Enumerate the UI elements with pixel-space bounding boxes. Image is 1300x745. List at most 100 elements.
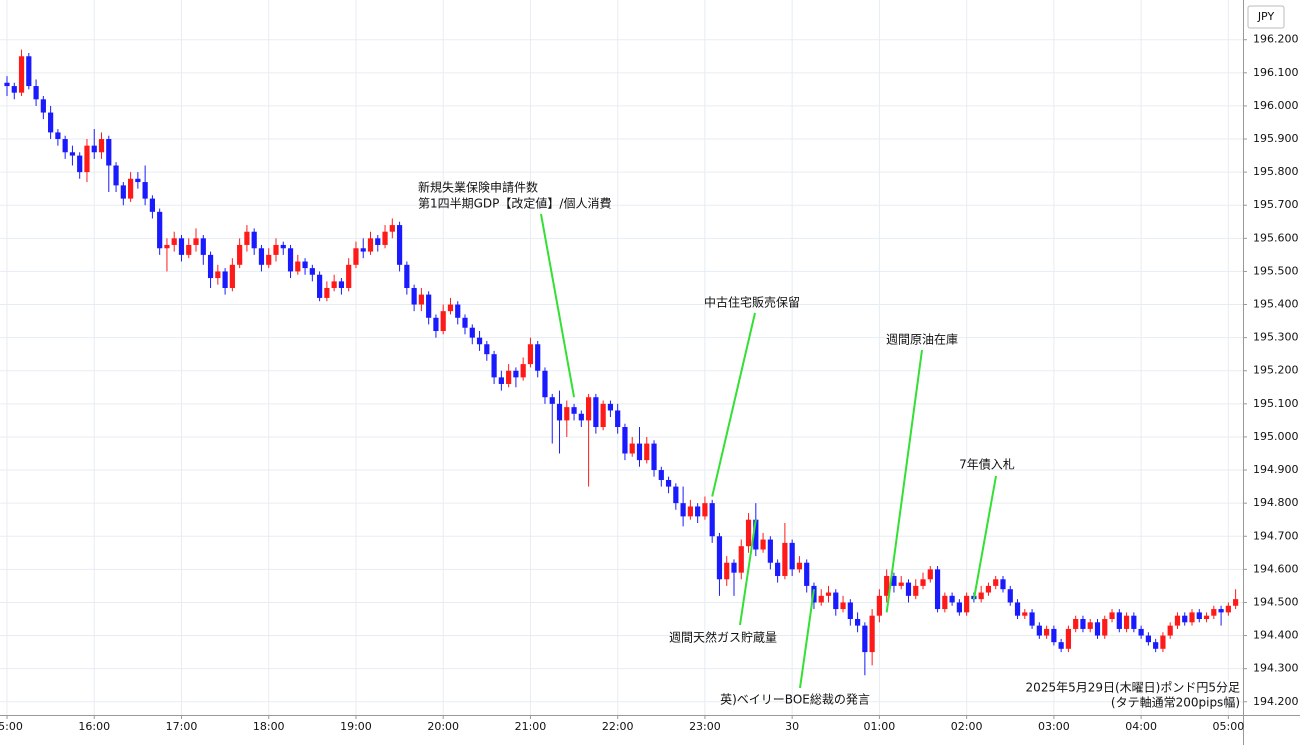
candle-body	[26, 56, 32, 87]
candle-body	[898, 582, 904, 586]
candle-body	[1138, 628, 1144, 636]
candle-body	[1153, 642, 1159, 649]
candle-body	[716, 536, 723, 580]
candle-body	[993, 579, 999, 586]
candle-body	[789, 542, 795, 570]
candle-body	[1218, 609, 1224, 613]
candle-body	[186, 244, 192, 255]
candle-body	[331, 281, 337, 288]
candle-body	[1189, 612, 1195, 623]
candle-body	[4, 82, 10, 87]
candle-body	[1182, 615, 1188, 623]
candle-body	[884, 575, 890, 596]
candle-body	[724, 562, 730, 580]
candle-body	[338, 281, 345, 288]
candle-body	[346, 264, 352, 288]
y-tick-label: 195.500	[1253, 264, 1299, 277]
candle-body	[244, 231, 250, 245]
chart-note: (タテ軸通常200pips幅)	[1111, 695, 1240, 710]
candle-body	[360, 248, 366, 252]
candle-body	[847, 602, 853, 620]
candle-body	[302, 261, 308, 269]
x-tick-label: 16:00	[78, 720, 110, 733]
annotation-pointer	[885, 349, 923, 613]
candle-body	[767, 539, 773, 563]
x-tick-label: 22:00	[602, 720, 634, 733]
candle-body	[142, 182, 148, 199]
candle-body	[942, 595, 948, 610]
candle-body	[520, 364, 526, 378]
candle-body	[1058, 642, 1064, 649]
candle-body	[658, 470, 664, 480]
y-tick-label: 195.000	[1253, 430, 1299, 443]
x-tick-label: 05:00	[1213, 720, 1245, 733]
candle-body	[1131, 615, 1137, 629]
y-tick-label: 194.400	[1253, 629, 1299, 642]
candle-body	[251, 231, 257, 249]
candle-body	[651, 443, 657, 471]
y-tick-label: 194.600	[1253, 562, 1299, 575]
candle-body	[476, 337, 483, 345]
candle-body	[702, 503, 708, 517]
candle-body	[433, 317, 439, 332]
candle-body	[818, 595, 824, 603]
currency-box	[1247, 5, 1285, 29]
candle-body	[680, 503, 686, 517]
candle-body	[40, 99, 46, 113]
candle-body	[615, 410, 621, 428]
candle-body	[447, 304, 454, 312]
x-tick-label: 20:00	[427, 720, 459, 733]
x-tick-label: 30	[785, 720, 799, 733]
candle-body	[207, 254, 214, 279]
y-tick-label: 195.600	[1253, 231, 1299, 244]
y-tick-label: 194.300	[1253, 662, 1299, 675]
candle-body	[673, 486, 679, 504]
x-tick-label: 03:00	[1038, 720, 1070, 733]
x-tick-label: 02:00	[951, 720, 983, 733]
candle-body	[913, 585, 919, 596]
candle-body	[949, 595, 955, 603]
candle-body	[77, 155, 83, 173]
candle-body	[18, 56, 25, 93]
candle-body	[157, 211, 163, 249]
candle-body	[709, 503, 715, 537]
candle-body	[33, 86, 39, 100]
candle-body	[462, 317, 468, 328]
candle-body	[273, 244, 279, 255]
candle-body	[309, 268, 315, 275]
annotation-label: 新規失業保険申請件数	[418, 180, 538, 195]
candle-body	[258, 248, 265, 265]
y-tick-label: 194.800	[1253, 496, 1299, 509]
x-tick-label: 15:00	[0, 720, 23, 733]
candle-body	[1051, 628, 1057, 643]
candle-body	[55, 132, 61, 140]
y-tick-label: 196.000	[1253, 99, 1299, 112]
annotation-pointer	[799, 589, 815, 689]
candle-body	[549, 397, 555, 404]
y-tick-label: 195.200	[1253, 364, 1299, 377]
candle-body	[171, 238, 177, 245]
candle-body	[760, 539, 766, 550]
candle-body	[636, 443, 643, 461]
candle-body	[135, 178, 141, 183]
candle-body	[862, 625, 868, 653]
candle-body	[498, 377, 504, 384]
annotation-pointer	[739, 519, 757, 626]
currency-label: JPY	[1257, 10, 1275, 23]
y-tick-label: 195.900	[1253, 132, 1299, 145]
candle-body	[745, 519, 752, 547]
candle-body	[1196, 612, 1202, 620]
annotation-label: 週間原油在庫	[886, 333, 958, 347]
candle-body	[1094, 622, 1101, 636]
candle-body	[905, 582, 912, 596]
candle-body	[149, 198, 155, 212]
candle-body	[833, 592, 839, 610]
candle-body	[411, 287, 417, 305]
candle-body	[644, 443, 650, 461]
candle-body	[389, 225, 395, 232]
candle-body	[607, 403, 614, 411]
candle-body	[1036, 625, 1042, 636]
candle-body	[324, 287, 330, 298]
x-tick-label: 18:00	[253, 720, 285, 733]
candle-body	[535, 344, 541, 371]
